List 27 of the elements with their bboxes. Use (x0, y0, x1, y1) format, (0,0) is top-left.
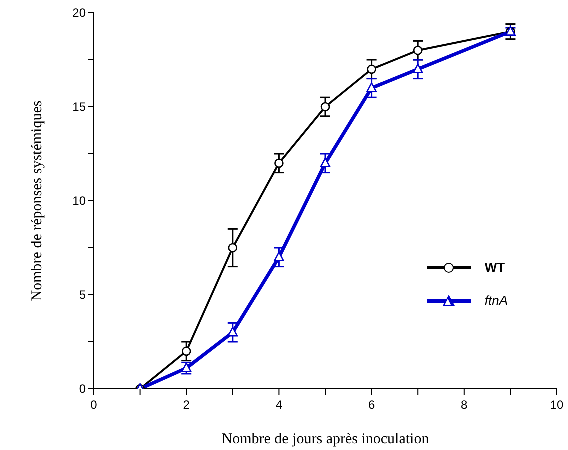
y-tick-label: 5 (79, 288, 86, 302)
y-axis-title: Nombre de réponses systémiques (29, 100, 46, 302)
y-tick-label: 20 (72, 6, 86, 20)
point (182, 346, 192, 356)
x-tick-label: 8 (461, 398, 468, 412)
x-tick-label: 4 (276, 398, 283, 412)
x-tick-label: 6 (368, 398, 376, 412)
legend-label: ftnA (484, 293, 508, 308)
point (366, 82, 377, 92)
point (320, 102, 330, 112)
point (413, 46, 423, 56)
y-tick-label: 10 (72, 194, 86, 208)
x-axis-title: Nombre de jours après inoculation (222, 432, 430, 448)
x-tick-label: 10 (550, 398, 564, 412)
x-tick-label: 0 (90, 398, 98, 412)
point (228, 243, 238, 253)
point (274, 252, 284, 262)
point (367, 64, 376, 74)
point (320, 158, 331, 168)
point (274, 158, 284, 168)
y-tick-label: 15 (72, 100, 86, 114)
y-tick-label: 0 (79, 382, 86, 396)
point (412, 64, 424, 74)
point (181, 362, 192, 372)
legend-label: WT (484, 260, 506, 275)
x-tick-label: 2 (183, 398, 190, 412)
point (228, 326, 238, 337)
